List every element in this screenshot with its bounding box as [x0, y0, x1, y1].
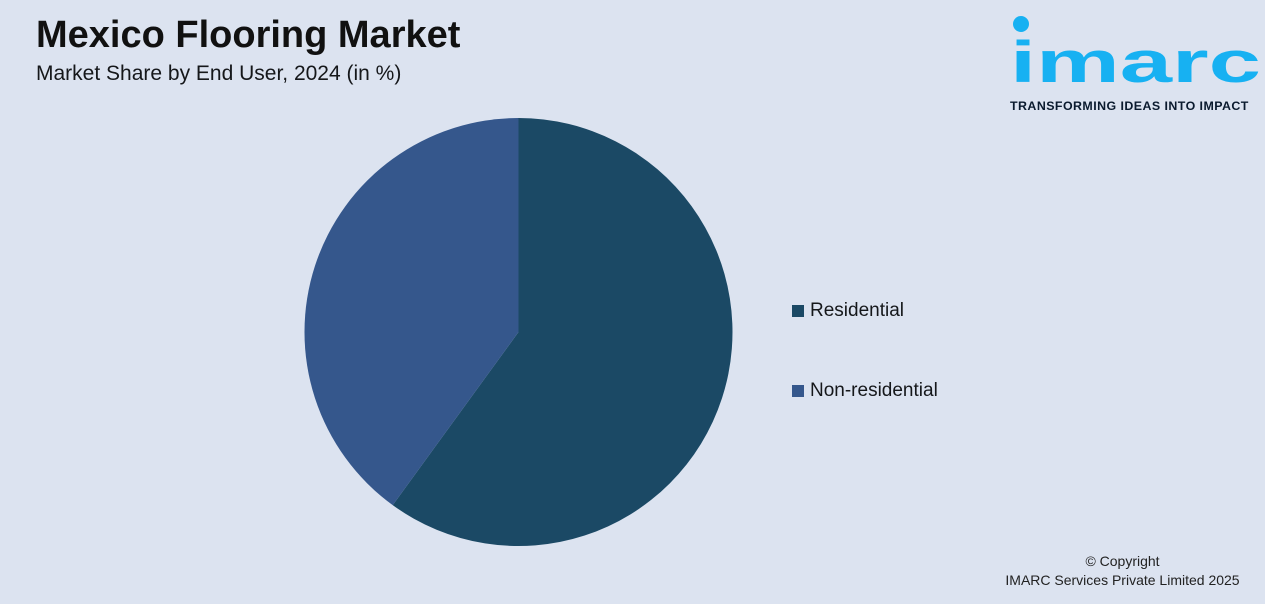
svg-text:TRANSFORMING IDEAS INTO IMPACT: TRANSFORMING IDEAS INTO IMPACT	[1010, 99, 1249, 113]
svg-text:imarc: imarc	[1010, 29, 1261, 94]
